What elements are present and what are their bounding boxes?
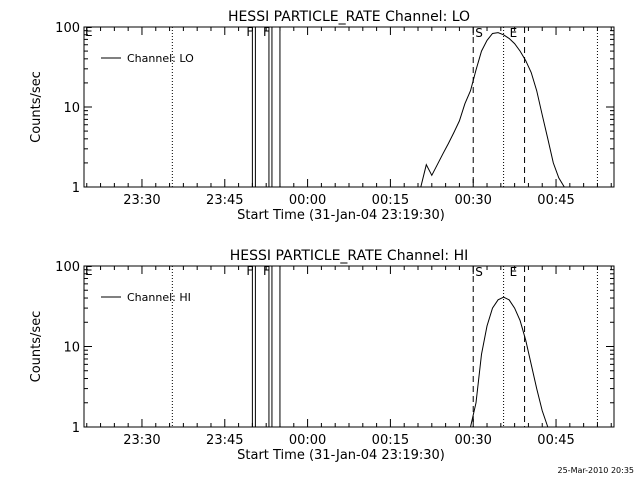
event-label: E (510, 26, 518, 40)
x-tick-label: 00:30 (454, 193, 491, 208)
x-axis-label: Start Time (31-Jan-04 23:19:30) (237, 208, 445, 223)
x-tick-label: 00:45 (537, 433, 574, 448)
flag-label: F (246, 264, 253, 278)
x-tick-label: 00:15 (372, 193, 409, 208)
timestamp-footer: 25-Mar-2010 20:35 (557, 466, 635, 475)
y-tick-label: 1 (72, 421, 80, 436)
y-axis-label: Counts/sec (29, 311, 44, 383)
x-tick-label: 00:30 (454, 433, 491, 448)
legend-label: Channel: HI (127, 291, 191, 304)
y-tick-label: 1 (72, 181, 80, 196)
chart-title: HESSI PARTICLE_RATE Channel: HI (230, 248, 468, 264)
legend-label: Channel: LO (127, 52, 194, 65)
x-tick-label: 00:00 (289, 193, 326, 208)
plot-frame (83, 26, 615, 188)
event-label: E (85, 264, 93, 278)
flag-label: F (246, 25, 253, 39)
y-tick-label: 10 (63, 341, 80, 356)
x-tick-label: 23:45 (206, 433, 243, 448)
flag-label: F (263, 264, 270, 278)
y-tick-label: 100 (55, 260, 80, 275)
x-axis-label: Start Time (31-Jan-04 23:19:30) (237, 448, 445, 463)
y-axis-label: Counts/sec (29, 71, 44, 143)
x-tick-label: 23:30 (123, 193, 160, 208)
event-label: S (475, 265, 483, 279)
event-label: E (510, 265, 518, 279)
chart-title: HESSI PARTICLE_RATE Channel: LO (228, 9, 470, 25)
x-tick-label: 00:45 (537, 193, 574, 208)
x-tick-label: 23:45 (206, 193, 243, 208)
x-tick-label: 23:30 (123, 433, 160, 448)
event-label: E (85, 25, 93, 39)
series-line (470, 296, 549, 428)
x-tick-label: 00:00 (289, 433, 326, 448)
flag-label: F (263, 25, 270, 39)
y-tick-label: 10 (63, 101, 80, 116)
event-label: S (475, 26, 483, 40)
series-line (420, 32, 565, 188)
x-tick-label: 00:15 (372, 433, 409, 448)
y-tick-label: 100 (55, 21, 80, 36)
